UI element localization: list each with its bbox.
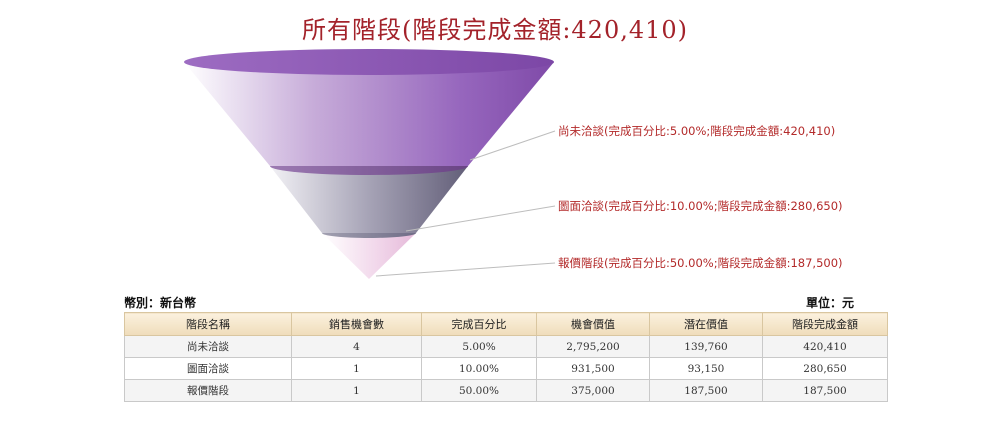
cell-stage-amount: 187,500 — [762, 379, 888, 402]
chart-title: 所有階段(階段完成金額:420,410) — [301, 16, 689, 44]
cell-stage-name: 尚未洽談 — [124, 335, 292, 358]
cell-completion-percent: 50.00% — [421, 379, 537, 402]
header-opportunity-value: 機會價值 — [536, 312, 650, 336]
cell-completion-percent: 5.00% — [421, 335, 537, 358]
cell-opportunity-count: 1 — [291, 379, 422, 402]
header-completion-percent: 完成百分比 — [421, 312, 537, 336]
leader-line-quote — [375, 262, 556, 277]
cell-opportunity-value: 2,795,200 — [536, 335, 650, 358]
cell-stage-amount: 280,650 — [762, 357, 888, 380]
cell-opportunity-value: 931,500 — [536, 357, 650, 380]
funnel-segment-drawing — [270, 166, 468, 233]
leader-line-not-discussed — [469, 130, 556, 161]
cell-opportunity-value: 375,000 — [536, 379, 650, 402]
funnel-label-drawing: 圖面洽談(完成百分比:10.00%;階段完成金額:280,650) — [558, 199, 843, 213]
cell-potential-value: 187,500 — [649, 379, 763, 402]
funnel-label-quote: 報價階段(完成百分比:50.00%;階段完成金額:187,500) — [558, 256, 843, 270]
header-opportunity-count: 銷售機會數 — [291, 312, 422, 336]
currency-label: 幣別：新台幣 — [124, 296, 197, 310]
funnel-label-not-discussed: 尚未洽談(完成百分比:5.00%;階段完成金額:420,410) — [558, 124, 835, 138]
table-header-row: 階段名稱 銷售機會數 完成百分比 機會價值 潛在價值 階段完成金額 — [124, 312, 888, 336]
leader-line-drawing — [405, 205, 556, 232]
stage-table: 階段名稱 銷售機會數 完成百分比 機會價值 潛在價值 階段完成金額 尚未洽談 4… — [124, 312, 888, 402]
cell-stage-amount: 420,410 — [762, 335, 888, 358]
funnel-segment-not-discussed — [184, 62, 554, 166]
cell-completion-percent: 10.00% — [421, 357, 537, 380]
cell-potential-value: 93,150 — [649, 357, 763, 380]
cell-opportunity-count: 4 — [291, 335, 422, 358]
cell-opportunity-count: 1 — [291, 357, 422, 380]
unit-label: 單位：元 — [805, 296, 854, 310]
table-row: 圖面洽談 1 10.00% 931,500 93,150 280,650 — [124, 357, 888, 380]
cell-potential-value: 139,760 — [649, 335, 763, 358]
funnel-segment-not-discussed-top — [184, 49, 554, 75]
table-row: 報價階段 1 50.00% 375,000 187,500 187,500 — [124, 379, 888, 402]
cell-stage-name: 圖面洽談 — [124, 357, 292, 380]
header-potential-value: 潛在價值 — [649, 312, 763, 336]
header-stage-name: 階段名稱 — [124, 312, 292, 336]
header-stage-amount: 階段完成金額 — [762, 312, 888, 336]
cell-stage-name: 報價階段 — [124, 379, 292, 402]
funnel-segment-quote — [322, 233, 416, 279]
funnel-chart: 尚未洽談(完成百分比:5.00%;階段完成金額:420,410) 圖面洽談(完成… — [184, 49, 843, 279]
table-row: 尚未洽談 4 5.00% 2,795,200 139,760 420,410 — [124, 335, 888, 358]
